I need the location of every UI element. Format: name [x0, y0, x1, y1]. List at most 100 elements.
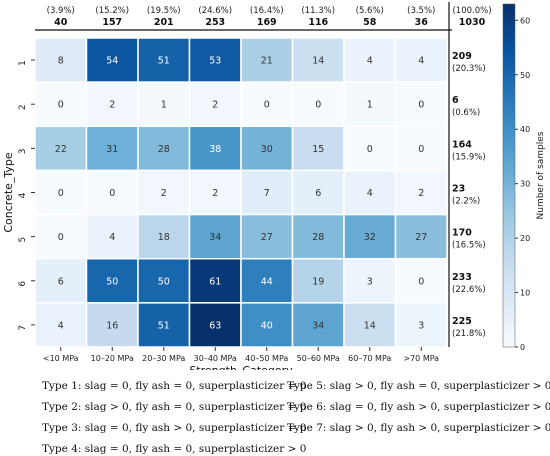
cell-value-label: 27: [261, 232, 273, 243]
heatmap-cell: [291, 302, 345, 348]
heatmap-cell: [188, 125, 242, 172]
column-percent-label: (19.5%): [147, 6, 181, 16]
type-legend-2: Type 2: slag > 0, fly ash = 0, superplas…: [42, 401, 307, 413]
heatmap-cell: [240, 125, 294, 172]
cell-value-label: 0: [418, 276, 424, 287]
cell-value-label: 2: [418, 188, 424, 199]
cell-value-label: 18: [158, 232, 170, 243]
cell-value-label: 4: [109, 232, 115, 243]
row-percent-label: (2.2%): [452, 197, 480, 207]
type-legend-3: Type 3: slag = 0, fly ash > 0, superplas…: [42, 422, 307, 434]
colorbar-tick-label: 20: [520, 234, 530, 243]
colorbar: [502, 3, 516, 348]
cell-value-label: 4: [367, 188, 373, 199]
heatmap-cell: [137, 125, 191, 172]
cell-value-label: 51: [158, 320, 170, 331]
cell-value-label: 2: [212, 100, 218, 111]
cell-value-label: 0: [109, 188, 115, 199]
x-tick-label: 40–50 MPa: [245, 354, 288, 363]
cell-value-label: 38: [209, 144, 221, 155]
cell-value-label: 2: [212, 188, 218, 199]
cell-value-label: 6: [315, 188, 321, 199]
heatmap-cell: [343, 302, 397, 348]
heatmap-cell: [343, 169, 397, 216]
type-legend-6: Type 6: slag = 0, fly ash > 0, superplas…: [287, 401, 550, 413]
cell-value-label: 30: [261, 144, 273, 155]
cell-value-label: 0: [315, 100, 321, 111]
column-total-label: 58: [363, 17, 377, 28]
colorbar-tick-label: 0: [520, 343, 525, 352]
heatmap-cell: [85, 37, 139, 83]
column-percent-label: (16.4%): [250, 6, 284, 16]
heatmap-cell: [188, 81, 242, 128]
cell-value-label: 4: [418, 56, 424, 67]
cell-value-label: 31: [106, 144, 118, 155]
row-total-label: 164: [452, 139, 472, 150]
heatmap-cell: [343, 257, 397, 304]
cell-value-label: 28: [158, 144, 170, 155]
cell-value-label: 34: [312, 320, 324, 331]
cell-value-label: 44: [261, 276, 273, 287]
grand-percent-label: (100.0%): [452, 6, 491, 16]
row-total-label: 225: [452, 316, 472, 327]
row-total-label: 233: [452, 272, 472, 283]
column-total-label: 40: [54, 17, 68, 28]
column-total-label: 116: [308, 17, 328, 28]
x-tick-label: 30–40 MPa: [194, 354, 237, 363]
cell-value-label: 3: [418, 320, 424, 331]
column-percent-label: (11.3%): [301, 6, 335, 16]
cell-value-label: 51: [158, 56, 170, 67]
cell-value-label: 2: [109, 100, 115, 111]
row-total-label: 170: [452, 228, 472, 239]
cell-value-label: 0: [58, 188, 64, 199]
cell-value-label: 4: [367, 56, 373, 67]
y-tick-label: 5: [18, 237, 28, 243]
cell-value-label: 19: [312, 276, 324, 287]
column-total-label: 201: [154, 17, 174, 28]
row-percent-label: (0.6%): [452, 108, 480, 118]
type-legend-7: Type 7: slag > 0, fly ash > 0, superplas…: [287, 422, 550, 434]
heatmap-cell: [240, 257, 294, 304]
cell-value-label: 54: [106, 56, 118, 67]
cell-value-label: 28: [312, 232, 324, 243]
y-tick-label: 7: [18, 325, 28, 331]
x-tick-label: >70 MPa: [403, 354, 439, 363]
column-percent-label: (3.9%): [47, 6, 75, 16]
cell-value-label: 0: [58, 232, 64, 243]
cell-value-label: 6: [58, 276, 64, 287]
y-tick-label: 3: [18, 148, 28, 154]
row-percent-label: (21.8%): [452, 329, 486, 339]
cell-value-label: 14: [364, 320, 376, 331]
cell-value-label: 34: [209, 232, 221, 243]
x-tick-label: <10 MPa: [43, 354, 79, 363]
cell-value-label: 0: [264, 100, 270, 111]
heatmap-cell: [85, 257, 139, 304]
heatmap-cell: [291, 257, 345, 304]
x-tick-label: 20–30 MPa: [142, 354, 185, 363]
column-percent-label: (3.5%): [407, 6, 435, 16]
x-axis-title: Strength_Category: [189, 364, 293, 370]
row-total-label: 23: [452, 184, 465, 195]
heatmap-cell: [85, 81, 139, 128]
cell-value-label: 15: [312, 144, 324, 155]
type-legend-1: Type 1: slag = 0, fly ash = 0, superplas…: [42, 380, 307, 392]
cell-value-label: 2: [161, 188, 167, 199]
heatmap-cell: [394, 81, 448, 128]
y-tick-label: 2: [18, 104, 28, 110]
heatmap-cell: [394, 37, 448, 83]
y-axis-title: Concrete_Type: [2, 152, 15, 233]
heatmap-cell: [394, 125, 448, 172]
cell-value-label: 0: [418, 144, 424, 155]
cell-value-label: 1: [367, 100, 373, 111]
x-tick-label: 10–20 MPa: [91, 354, 134, 363]
cell-value-label: 50: [158, 276, 170, 287]
cell-value-label: 8: [58, 56, 64, 67]
cell-value-label: 53: [209, 56, 221, 67]
heatmap-cell: [394, 302, 448, 348]
cell-value-label: 61: [209, 276, 221, 287]
colorbar-tick-label: 10: [520, 289, 530, 298]
colorbar-tick-label: 30: [520, 180, 530, 189]
type-legend-5: Type 5: slag > 0, fly ash = 0, superplas…: [287, 380, 550, 392]
cell-value-label: 0: [367, 144, 373, 155]
cell-value-label: 40: [261, 320, 273, 331]
